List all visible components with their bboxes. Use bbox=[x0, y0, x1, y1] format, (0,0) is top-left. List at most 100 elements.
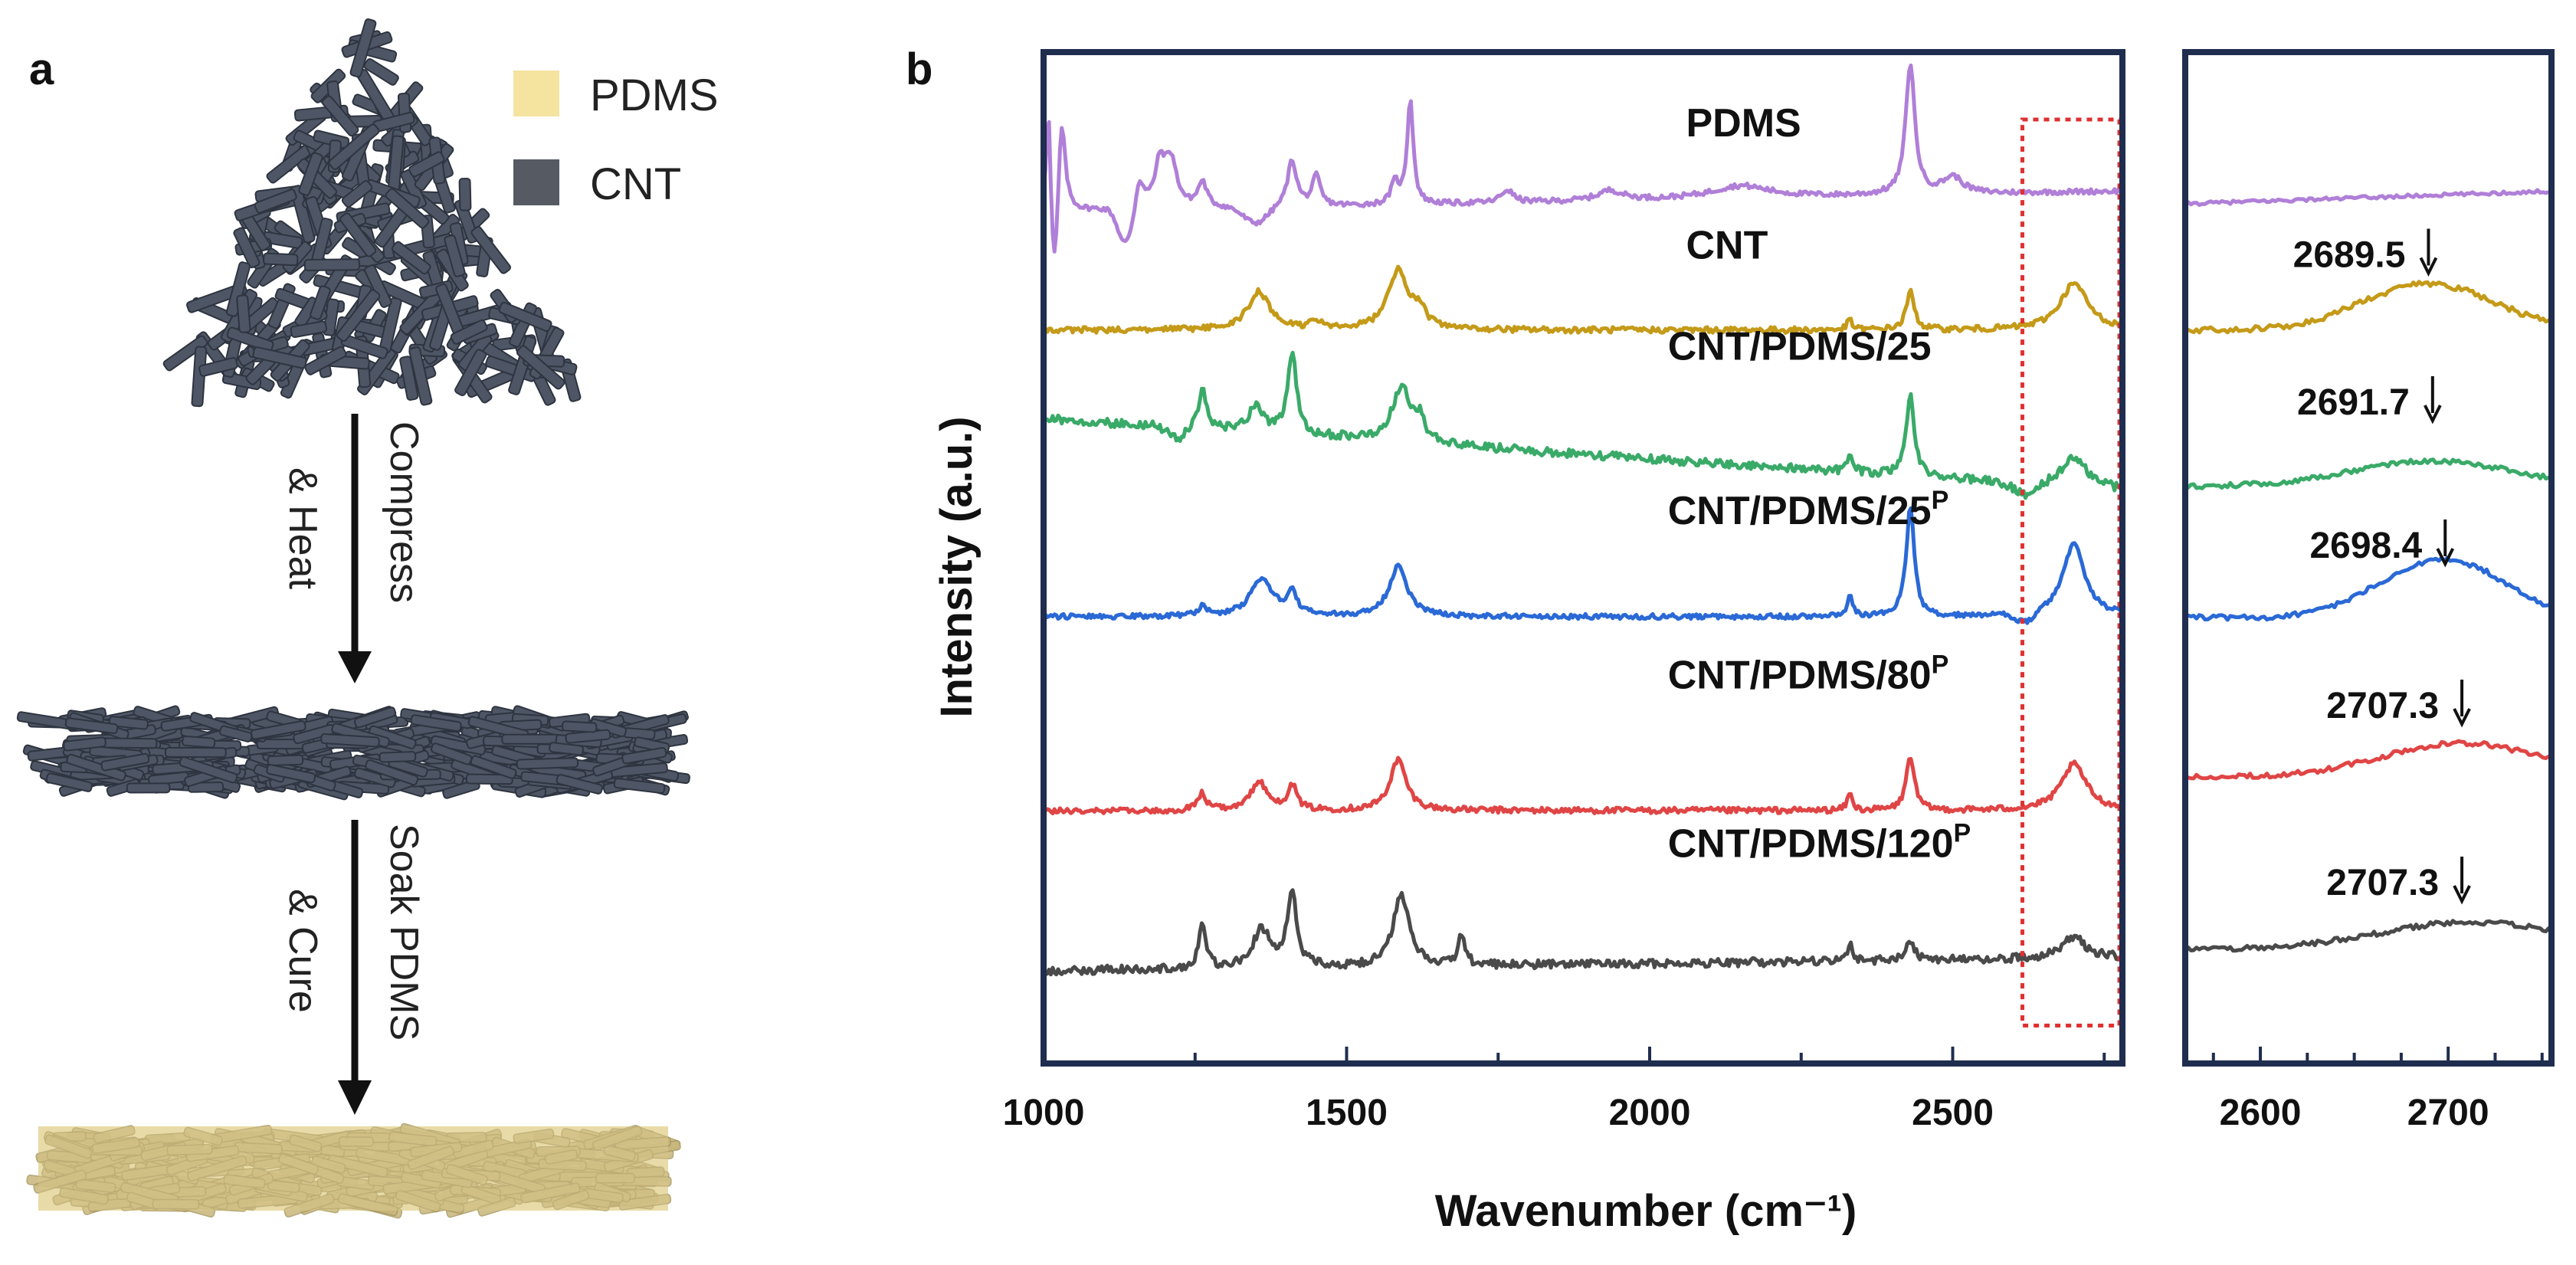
cnt-rod bbox=[290, 320, 327, 339]
cnt-rod-embedded bbox=[337, 1193, 398, 1217]
cnt-rod bbox=[252, 346, 307, 369]
series-line bbox=[1043, 506, 2122, 625]
step-1-line-2: & Heat bbox=[280, 467, 325, 590]
zoom-highlight-box bbox=[2020, 117, 2122, 1027]
peak-arrow-head bbox=[2436, 548, 2455, 568]
cnt-rod-embedded bbox=[513, 1128, 555, 1144]
peak-annotation: 2698.4 bbox=[2309, 526, 2422, 566]
cnt-rod-embedded bbox=[477, 1197, 516, 1217]
cnt-rod bbox=[66, 753, 126, 782]
cnt-triangle-pile bbox=[162, 18, 582, 408]
cnt-rod-embedded bbox=[552, 1189, 590, 1211]
cnt-rod bbox=[341, 180, 373, 208]
zoom-series-line bbox=[2184, 555, 2553, 622]
series-label: CNT/PDMS/25 bbox=[1668, 325, 1932, 369]
series-line bbox=[1042, 350, 2124, 500]
cnt-rod bbox=[321, 95, 359, 137]
cnt-rod bbox=[236, 294, 251, 333]
step-1-line-1: Compress bbox=[382, 421, 426, 603]
cnt-rod bbox=[465, 773, 513, 785]
peak-annotation: 2689.5 bbox=[2293, 235, 2406, 276]
panel-b-raman-spectra: b PDMS CNT CNT/PDMS/25 CNT/PDMS/25P CNT/PDMS… bbox=[906, 44, 2555, 1236]
cnt-rod bbox=[320, 733, 380, 748]
zoom-series-line bbox=[2184, 280, 2553, 335]
series-line bbox=[1042, 755, 2124, 816]
cnt-rod bbox=[353, 706, 397, 729]
peak-arrow-head bbox=[2453, 885, 2471, 905]
zoom-x-tick-label: 2700 bbox=[2407, 1093, 2489, 1133]
cnt-rod bbox=[266, 764, 316, 784]
cnt-rod-embedded bbox=[187, 1155, 247, 1181]
cnt-rod-embedded bbox=[595, 1172, 635, 1184]
x-tick-label: 2000 bbox=[1609, 1093, 1691, 1133]
cnt-rod bbox=[430, 735, 487, 755]
zoom-spectra-plot: 2689.5 2691.7 2698.4 2707.3 2707.3 2600 2700 bbox=[2182, 49, 2555, 1133]
cnt-legend-swatch bbox=[513, 159, 559, 205]
cnt-rod bbox=[63, 736, 107, 752]
cnt-rod bbox=[303, 258, 361, 271]
step-1-label: Compress bbox=[382, 421, 426, 603]
cnt-rod bbox=[164, 746, 227, 759]
cnt-rod bbox=[621, 747, 667, 765]
cnt-rod bbox=[516, 757, 579, 770]
cnt-rod bbox=[458, 177, 472, 211]
cnt-rod-embedded bbox=[453, 1139, 494, 1158]
compressed-cnt-film bbox=[16, 705, 690, 801]
zoom-series-line bbox=[2184, 457, 2553, 490]
cnt-rod bbox=[64, 717, 119, 735]
cnt-rod bbox=[179, 756, 238, 784]
cnt-rod bbox=[562, 720, 598, 733]
series-label: CNT bbox=[1686, 224, 1768, 268]
cnt-rod bbox=[198, 357, 238, 377]
panel-a-schematic: a PDMS CNT Compress & Heat Soak PDMS bbox=[16, 18, 719, 1219]
cnt-rod-embedded bbox=[33, 1169, 87, 1194]
series-line bbox=[1041, 264, 2124, 335]
step-2-label-line-2: & Cure bbox=[280, 889, 325, 1013]
peak-annotation: 2707.3 bbox=[2326, 863, 2439, 903]
cnt-rod bbox=[304, 346, 347, 375]
compress-arrow bbox=[338, 414, 372, 683]
cnt-rod bbox=[364, 264, 392, 308]
peak-annotation: 2691.7 bbox=[2297, 382, 2410, 423]
series-line bbox=[1041, 888, 2124, 977]
cnt-rod bbox=[182, 735, 216, 749]
peak-arrow-head bbox=[2424, 405, 2442, 424]
cnt-rod-embedded bbox=[283, 1193, 335, 1218]
cnt-rod bbox=[226, 326, 274, 353]
peak-annotation: 2707.3 bbox=[2326, 686, 2439, 726]
step-2-line-2: & Cure bbox=[280, 889, 325, 1013]
series-label: CNT/PDMS/25P bbox=[1668, 486, 1949, 533]
cnt-rod-embedded bbox=[91, 1137, 140, 1155]
cnt-rod bbox=[556, 774, 603, 795]
cnt-rod bbox=[408, 346, 433, 406]
cnt-rod bbox=[263, 252, 299, 267]
pdms-legend-label: PDMS bbox=[590, 70, 719, 120]
main-plot-frame bbox=[1041, 49, 2125, 1067]
cnt-rod bbox=[191, 346, 208, 408]
x-axis-label: Wavenumber (cm⁻¹) bbox=[1435, 1186, 1857, 1236]
cnt-rod bbox=[100, 752, 150, 772]
step-2-label: Soak PDMS bbox=[382, 824, 426, 1041]
cnt-rod bbox=[354, 767, 396, 788]
cnt-rod bbox=[45, 772, 93, 792]
cnt-rod-embedded bbox=[520, 1182, 581, 1204]
cnt-rod-embedded bbox=[278, 1153, 320, 1175]
cnt-rod bbox=[339, 212, 377, 257]
zoom-x-tick-label: 2600 bbox=[2220, 1093, 2302, 1133]
cnt-rod-embedded bbox=[166, 1143, 213, 1156]
cnt-rod-embedded bbox=[615, 1136, 671, 1151]
cnt-rod bbox=[336, 289, 381, 342]
cnt-rod bbox=[250, 720, 306, 740]
pdms-overlay bbox=[38, 1126, 668, 1211]
cnt-rod-embedded bbox=[75, 1178, 116, 1193]
cnt-rod bbox=[108, 716, 149, 730]
zoom-plot-frame bbox=[2182, 49, 2555, 1067]
y-axis-label: Intensity (a.u.) bbox=[932, 416, 982, 717]
cnt-rod-embedded bbox=[395, 1190, 441, 1213]
panel-b-label: b bbox=[906, 44, 932, 94]
series-label: PDMS bbox=[1686, 101, 1801, 146]
peak-arrow-head bbox=[2453, 708, 2471, 728]
cnt-rod bbox=[470, 755, 517, 779]
cnt-rod-embedded bbox=[183, 1126, 223, 1146]
series-line bbox=[1041, 63, 2124, 254]
